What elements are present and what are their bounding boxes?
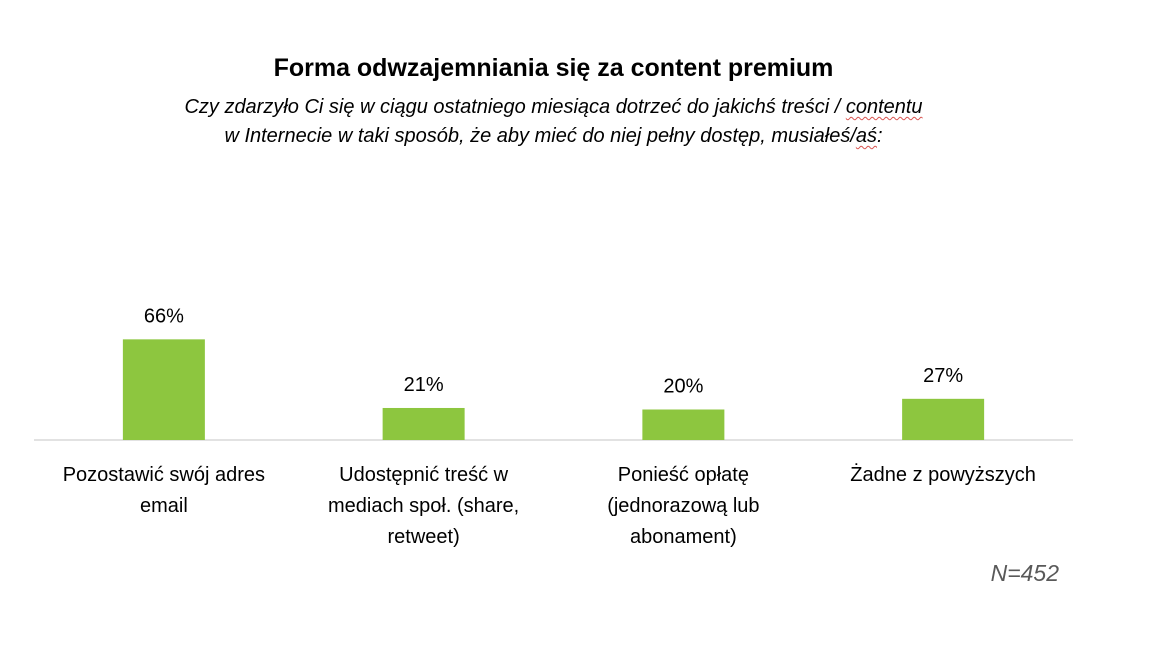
category-label: Udostępnić treść w [339, 464, 509, 486]
spellcheck-word: contentu [845, 96, 923, 118]
bar [902, 398, 985, 440]
data-label: 27% [923, 365, 963, 387]
subtitle-line-2: w Internecie w taki sposób, że aby mieć … [224, 125, 883, 147]
bar [122, 339, 205, 440]
category-label: Żadne z powyższych [850, 463, 1036, 486]
data-label: 66% [144, 305, 184, 327]
category-label: (jednorazową lub [607, 495, 759, 517]
bar [642, 409, 725, 440]
data-label: 20% [663, 376, 703, 398]
subtitle-line-1: Czy zdarzyło Ci się w ciągu ostatniego m… [184, 96, 923, 118]
category-label: abonament) [630, 526, 737, 548]
sample-size-note: N=452 [990, 560, 1059, 586]
category-label: mediach społ. (share, [328, 495, 519, 517]
chart-title: Forma odwzajemniania się za content prem… [273, 54, 834, 82]
category-label: Ponieść opłatę [618, 464, 749, 486]
chart-subtitle: Czy zdarzyło Ci się w ciągu ostatniego m… [0, 93, 1107, 151]
category-label: Pozostawić swój adres [63, 464, 265, 486]
category-label: email [140, 495, 188, 517]
category-label: retweet) [388, 526, 460, 548]
bar [382, 407, 465, 440]
spellcheck-word: aś [855, 125, 877, 147]
data-label: 21% [404, 374, 444, 396]
